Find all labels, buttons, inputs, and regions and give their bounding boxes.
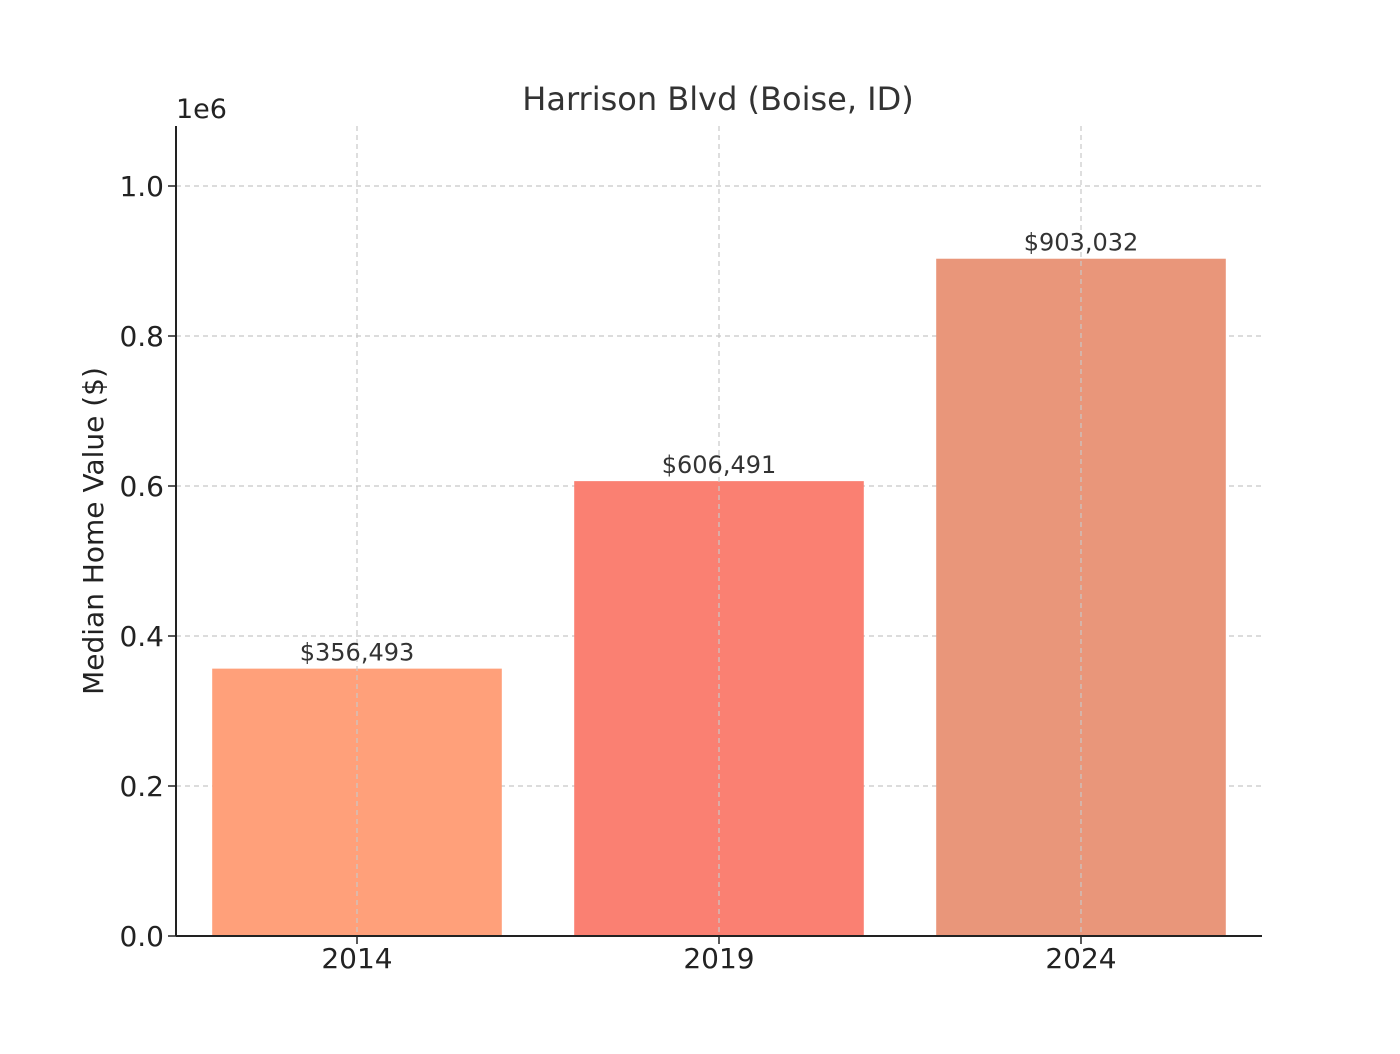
x-tick-label: 2014 — [321, 942, 392, 975]
data-label: $356,493 — [300, 639, 415, 667]
data-labels: $356,493 $606,491 $903,032 — [300, 229, 1139, 667]
y-tick-label: 0.8 — [119, 320, 164, 353]
vertical-grid-lines — [356, 126, 1082, 936]
y-tick-label: 0.2 — [119, 770, 164, 803]
y-tick-label: 0.4 — [119, 620, 164, 653]
chart-title: Harrison Blvd (Boise, ID) — [522, 80, 913, 118]
x-tick-label: 2019 — [683, 942, 754, 975]
y-axis-offset-label: 1e6 — [176, 94, 227, 125]
y-tick-label: 1.0 — [119, 170, 164, 203]
y-tick-label: 0.0 — [119, 920, 164, 953]
y-axis-label: Median Home Value ($) — [77, 367, 110, 695]
y-tick-label: 0.6 — [119, 470, 164, 503]
y-tick-labels: 0.0 0.2 0.4 0.6 0.8 1.0 — [119, 170, 176, 953]
bar-2019 — [574, 481, 864, 936]
data-label: $903,032 — [1024, 229, 1139, 257]
x-tick-labels: 2014 2019 2024 — [321, 936, 1117, 975]
x-tick-label: 2024 — [1045, 942, 1116, 975]
data-label: $606,491 — [662, 451, 777, 479]
